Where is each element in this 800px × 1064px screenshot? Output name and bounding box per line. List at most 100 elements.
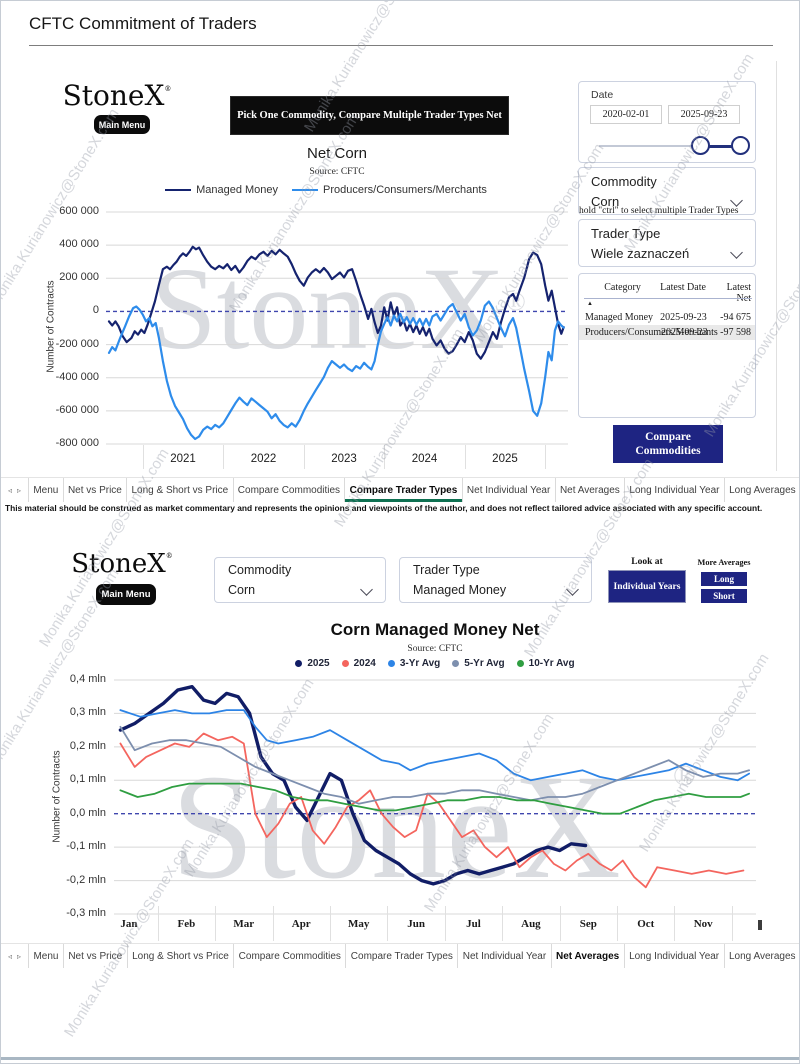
chevron-down-icon[interactable] xyxy=(730,194,743,207)
tab-long-averages[interactable]: Long Averages xyxy=(725,478,799,502)
main-menu-button[interactable]: Main Menu xyxy=(94,115,150,134)
x-axis-separator xyxy=(545,445,547,469)
tab-compare-trader-types[interactable]: Compare Trader Types xyxy=(346,944,459,968)
x-tick-label: 2021 xyxy=(170,453,196,465)
individual-years-button[interactable]: Individual Years xyxy=(608,570,686,603)
compare-commodities-button[interactable]: Compare Commodities xyxy=(613,425,723,463)
main-menu-button[interactable]: Main Menu xyxy=(96,584,156,605)
registered-mark: ® xyxy=(164,85,172,93)
date-end-input[interactable]: 2025-09-23 xyxy=(668,105,740,124)
tab-long-individual-year[interactable]: Long Individual Year xyxy=(625,478,725,502)
date-slider-track[interactable] xyxy=(599,145,744,147)
x-tick-label: Feb xyxy=(177,918,196,930)
x-tick-label: Mar xyxy=(233,918,255,930)
chart1-source: Source: CFTC xyxy=(309,167,365,177)
page-title: CFTC Commitment of Traders xyxy=(29,14,257,33)
net-corn-chart xyxy=(106,206,568,451)
trader-type-dropdown[interactable]: Wiele zaznaczeń xyxy=(591,246,690,261)
column-header-category[interactable]: Category xyxy=(604,282,641,293)
x-axis-separator xyxy=(329,906,331,941)
tab-scroll-left-icon[interactable]: ◃ xyxy=(8,485,13,495)
y-tick-label: -600 000 xyxy=(55,403,99,416)
legend-item-producers-consumers-merchants[interactable]: Producers/Consumers/Merchants xyxy=(292,184,487,196)
tab-compare-commodities[interactable]: Compare Commodities xyxy=(234,944,347,968)
column-header-latest-date[interactable]: Latest Date xyxy=(660,282,706,293)
date-slider-handle-end[interactable] xyxy=(731,136,750,155)
table-row[interactable]: Producers/Consumers/Merchants 2025-09-23 -… xyxy=(579,325,755,340)
tab-scroll-right-icon[interactable]: ▹ xyxy=(17,951,22,961)
legend-item-5-yr-avg[interactable]: 5-Yr Avg xyxy=(452,658,505,669)
y-tick-label: 0,0 mln xyxy=(69,806,106,819)
top-tab-bar: ◃ ▹ Menu Net vs Price Long & Short vs Price C… xyxy=(1,477,799,502)
commodity-slicer-card: Commodity Corn xyxy=(214,557,386,603)
x-tick-label: May xyxy=(347,918,370,930)
x-axis-separator xyxy=(559,906,561,941)
chart2-y-axis-label: Number of Contracts xyxy=(51,750,63,843)
chart1-title: Net Corn xyxy=(306,145,368,162)
latest-net-table-card: Category Latest Date Latest Net ▲ Managed … xyxy=(578,273,756,418)
legend-label: 5-Yr Avg xyxy=(464,658,505,669)
y-tick-label: 600 000 xyxy=(59,205,99,217)
tab-net-averages[interactable]: Net Averages xyxy=(552,944,625,968)
commodity-dropdown[interactable]: Corn xyxy=(228,583,256,597)
tab-compare-commodities[interactable]: Compare Commodities xyxy=(234,478,346,502)
commodity-label: Commodity xyxy=(228,563,292,577)
x-axis-separator xyxy=(142,445,144,469)
date-slicer-card: Date 2020-02-01 2025-09-23 xyxy=(578,81,756,163)
table-row[interactable]: Managed Money 2025-09-23 -94 675 xyxy=(579,310,755,325)
x-axis-separator xyxy=(215,906,217,941)
long-averages-button[interactable]: Long xyxy=(701,572,747,586)
tab-net-averages[interactable]: Net Averages xyxy=(556,478,626,502)
more-averages-label: More Averages xyxy=(697,558,751,567)
chevron-down-icon[interactable] xyxy=(360,583,373,596)
bottom-tab-bar: ◃ ▹ Menu Net vs Price Long & Short vs Price C… xyxy=(1,943,799,968)
tab-menu[interactable]: Menu xyxy=(29,478,64,502)
commodity-dropdown[interactable]: Corn xyxy=(591,194,620,209)
chevron-down-icon[interactable] xyxy=(730,246,743,259)
stonex-logo: StoneX® xyxy=(62,79,172,112)
ctrl-hint-text: hold "ctrl" to select multiple Trader Ty… xyxy=(579,206,739,216)
y-tick-label: 0,3 mln xyxy=(69,706,106,719)
legend-swatch-icon xyxy=(452,660,460,667)
sort-ascending-icon[interactable]: ▲ xyxy=(587,301,593,307)
trader-type-dropdown[interactable]: Managed Money xyxy=(413,583,507,597)
column-header-latest-net[interactable]: Latest Net xyxy=(726,282,751,304)
tab-net-individual-year[interactable]: Net Individual Year xyxy=(458,944,552,968)
tab-scroll-left-icon[interactable]: ◃ xyxy=(8,951,13,961)
legend-item-managed-money[interactable]: Managed Money xyxy=(165,184,278,196)
legend-item-2025[interactable]: 2025 xyxy=(295,658,330,669)
legend-item-10-yr-avg[interactable]: 10-Yr Avg xyxy=(516,658,575,669)
tab-compare-trader-types[interactable]: Compare Trader Types xyxy=(345,478,463,502)
chart2-scrollbar[interactable] xyxy=(758,920,762,930)
chevron-down-icon[interactable] xyxy=(566,583,579,596)
filter-pane-divider xyxy=(776,61,777,471)
y-tick-label: -0,2 mln xyxy=(66,873,106,886)
y-tick-label: -200 000 xyxy=(55,337,99,350)
tab-long-short-vs-price[interactable]: Long & Short vs Price xyxy=(127,478,234,502)
date-slider-handle-start[interactable] xyxy=(691,136,710,155)
legend-item-3-yr-avg[interactable]: 3-Yr Avg xyxy=(387,658,440,669)
tab-long-short-vs-price[interactable]: Long & Short vs Price xyxy=(128,944,235,968)
x-tick-label: Oct xyxy=(637,918,655,930)
x-tick-label: 2025 xyxy=(492,453,518,465)
table-body: Managed Money 2025-09-23 -94 675 Producers/… xyxy=(579,310,755,340)
date-start-input[interactable]: 2020-02-01 xyxy=(590,105,662,124)
tab-net-vs-price[interactable]: Net vs Price xyxy=(64,944,128,968)
header-divider xyxy=(29,45,773,46)
tab-menu[interactable]: Menu xyxy=(29,944,64,968)
x-tick-label: Jan xyxy=(120,918,138,930)
chart1-legend: Managed Money Producers/Consumers/Merchan… xyxy=(86,184,566,196)
chart2-legend: 2025 2024 3-Yr Avg 5-Yr Avg 10-Yr Avg xyxy=(114,658,756,669)
table-cell: Managed Money xyxy=(585,312,654,323)
x-tick-label: Sep xyxy=(579,918,597,930)
table-cell: 2025-09-23 xyxy=(660,312,707,323)
tab-long-individual-year[interactable]: Long Individual Year xyxy=(625,944,725,968)
short-averages-button[interactable]: Short xyxy=(701,589,747,603)
y-tick-label: -0,3 mln xyxy=(66,907,106,919)
tab-long-averages[interactable]: Long Averages xyxy=(725,944,799,968)
tab-net-vs-price[interactable]: Net vs Price xyxy=(64,478,128,502)
tab-scroll-right-icon[interactable]: ▹ xyxy=(17,485,22,495)
legend-swatch-icon xyxy=(387,660,395,667)
legend-item-2024[interactable]: 2024 xyxy=(341,658,376,669)
tab-net-individual-year[interactable]: Net Individual Year xyxy=(463,478,556,502)
